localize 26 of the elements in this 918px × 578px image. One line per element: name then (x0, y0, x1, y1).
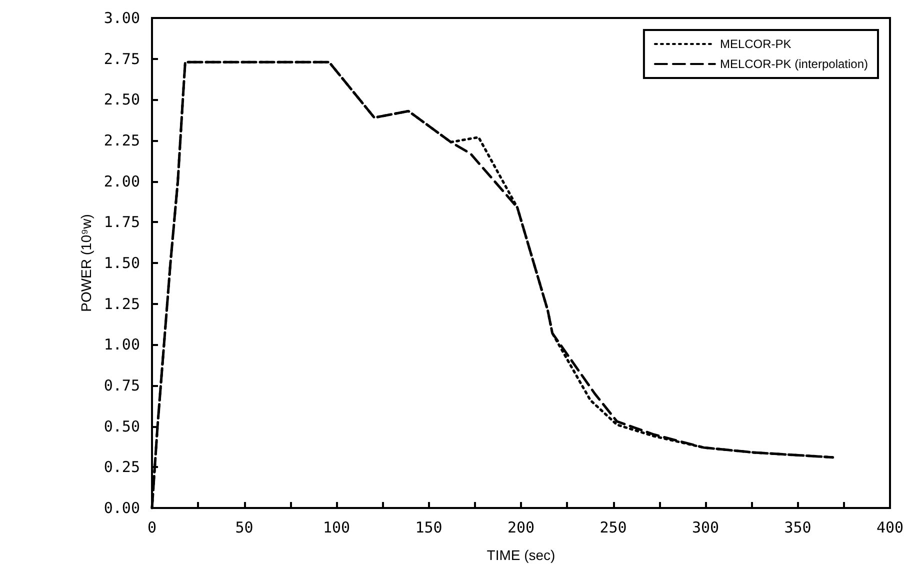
x-tick-label: 400 (876, 518, 904, 536)
x-tick-label: 100 (322, 518, 350, 536)
legend-label: MELCOR-PK (interpolation) (720, 57, 868, 71)
y-tick-label: 2.00 (104, 172, 140, 190)
x-axis-title: TIME (sec) (486, 547, 556, 563)
y-tick-label: 0.00 (104, 499, 140, 517)
x-tick-label: 350 (784, 518, 812, 536)
y-axis-title: POWER (10⁹w) (78, 214, 94, 312)
x-tick-label: 300 (692, 518, 720, 536)
y-tick-label: 1.00 (104, 336, 140, 354)
y-tick-label: 0.50 (104, 417, 140, 436)
y-tick-label: 1.25 (104, 294, 140, 313)
y-tick-label: 3.00 (104, 9, 140, 27)
y-tick-label: 2.50 (104, 90, 140, 109)
y-tick-label: 0.25 (104, 458, 140, 476)
x-tick-label: 250 (600, 518, 627, 536)
x-tick-label: 200 (507, 518, 535, 536)
x-tick-label: 50 (235, 518, 254, 536)
x-tick-label: 150 (415, 518, 442, 536)
y-tick-label: 1.50 (104, 254, 140, 272)
x-tick-label: 0 (147, 518, 157, 536)
y-tick-label: 0.75 (104, 376, 140, 394)
y-tick-label: 2.25 (104, 132, 140, 150)
y-tick-label: 2.75 (104, 50, 140, 68)
y-tick-label: 1.75 (104, 213, 140, 232)
legend-label: MELCOR-PK (720, 37, 792, 51)
